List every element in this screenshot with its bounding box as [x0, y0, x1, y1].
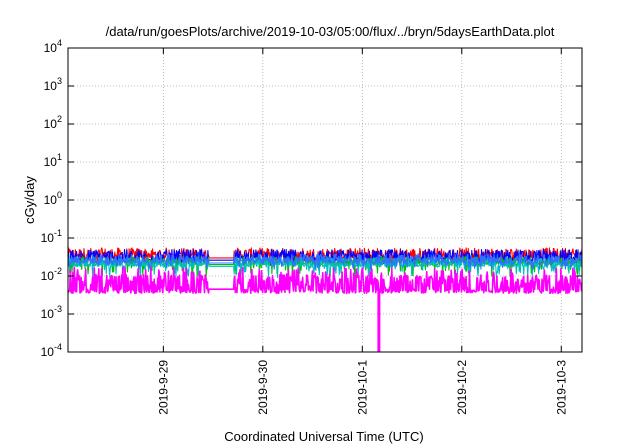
y-tick-label: 10-2: [41, 266, 62, 283]
y-tick-label: 103: [44, 76, 62, 93]
y-tick-label: 10-3: [41, 304, 62, 321]
x-tick-label: 2019-10-1: [355, 360, 369, 415]
y-axis-title: cGy/day: [22, 176, 37, 224]
chart-title: /data/run/goesPlots/archive/2019-10-03/0…: [106, 24, 555, 39]
y-tick-label: 104: [44, 38, 62, 55]
series-lines: [67, 247, 583, 352]
y-tick-label: 100: [44, 190, 62, 207]
y-axis: 10-4 10-3 10-2 10-1 100 101 102 103 104: [41, 38, 582, 359]
y-tick-label: 101: [44, 152, 62, 169]
series-dropout: [377, 289, 381, 352]
x-tick-label: 2019-10-2: [455, 360, 469, 415]
x-axis-title: Coordinated Universal Time (UTC): [224, 429, 423, 444]
grid: [68, 48, 582, 352]
series-line: [67, 266, 583, 295]
x-axis: 2019-9-29 2019-9-30 2019-10-1 2019-10-2 2019…: [156, 48, 568, 415]
y-tick-label: 102: [44, 114, 62, 131]
x-tick-label: 2019-9-29: [156, 360, 170, 415]
y-tick-label: 10-4: [41, 342, 62, 359]
x-tick-label: 2019-9-30: [256, 360, 270, 415]
x-tick-label: 2019-10-3: [554, 360, 568, 415]
plot-frame: [67, 47, 583, 353]
series-line: [67, 253, 583, 270]
y-tick-label: 10-1: [41, 228, 62, 245]
